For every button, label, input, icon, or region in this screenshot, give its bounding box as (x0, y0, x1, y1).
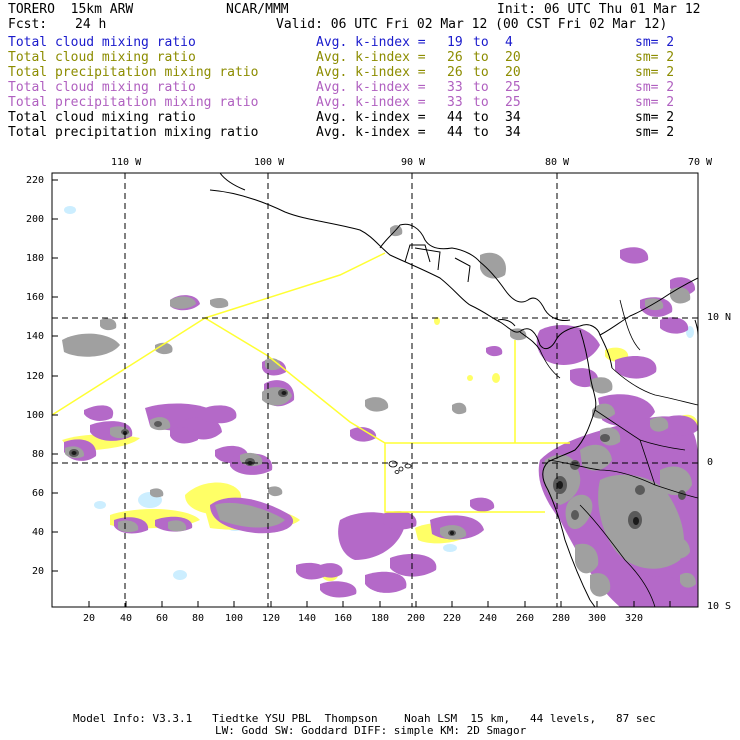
legend-sm: sm= 2 (635, 80, 675, 95)
x-tick: 180 (371, 613, 390, 624)
galapagos-islands (388, 460, 412, 474)
legend-row: Total cloud mixing ratio Avg. k-index = 33… (8, 80, 728, 95)
legend-sm: sm= 2 (635, 35, 675, 50)
lon-label-90w: 90 W (401, 157, 426, 168)
x-tick: 200 (407, 613, 426, 624)
center-name: NCAR/MMM (226, 2, 289, 17)
physics-info-line: LW: Godd SW: Goddard DIFF: simple KM: 2D… (215, 724, 527, 737)
legend-kindex: Avg. k-index = (316, 80, 426, 95)
map-frame (51, 172, 699, 608)
legend-to-word: to (473, 35, 489, 50)
y-tick: 140 (26, 331, 45, 342)
axis-ticks (52, 179, 671, 607)
model-name: TORERO 15km ARW (8, 2, 134, 17)
lon-label-80w: 80 W (545, 157, 570, 168)
legend-kindex: Avg. k-index = (316, 125, 426, 140)
x-tick: 20 (83, 613, 96, 624)
legend-field: Total cloud mixing ratio (8, 35, 196, 50)
legend-sm: sm= 2 (635, 110, 675, 125)
legend-sm: sm= 2 (635, 50, 675, 65)
y-tick: 60 (32, 488, 45, 499)
x-tick: 220 (443, 613, 462, 624)
y-tick: 80 (32, 449, 45, 460)
legend-kindex: Avg. k-index = (316, 110, 426, 125)
country-borders (539, 299, 698, 607)
lat-label-0: 0 (707, 457, 714, 468)
legend-field: Total precipitation mixing ratio (8, 65, 259, 80)
y-tick: 200 (26, 214, 45, 225)
lat-label-10s: 10 S (707, 601, 732, 612)
legend-kindex: Avg. k-index = (316, 95, 426, 110)
x-tick: 280 (552, 613, 571, 624)
valid-time: Valid: 06 UTC Fri 02 Mar 12 (00 CST Fri … (276, 17, 668, 32)
x-tick: 260 (516, 613, 535, 624)
legend-sm: sm= 2 (635, 95, 675, 110)
legend-to-word: to (473, 110, 489, 125)
legend-row: Total cloud mixing ratio Avg. k-index = 26… (8, 50, 728, 65)
legend-field: Total cloud mixing ratio (8, 80, 196, 95)
y-tick: 160 (26, 292, 45, 303)
legend-row: Total precipitation mixing ratio Avg. k-i… (8, 125, 728, 140)
legend-from: 44 (447, 125, 463, 140)
legend-from: 26 (447, 65, 463, 80)
legend-sm: sm= 2 (635, 65, 675, 80)
legend-to: 20 (505, 50, 521, 65)
legend-from: 33 (447, 80, 463, 95)
y-tick: 100 (26, 410, 45, 421)
legend-to: 4 (505, 35, 513, 50)
legend-field: Total precipitation mixing ratio (8, 125, 259, 140)
legend-row: Total cloud mixing ratio Avg. k-index = 19… (8, 35, 728, 50)
y-tick: 220 (26, 175, 45, 186)
y-tick: 40 (32, 527, 45, 538)
x-tick: 160 (334, 613, 353, 624)
x-tick: 320 (625, 613, 644, 624)
legend-to: 20 (505, 65, 521, 80)
model-info-line: Model Info: V3.3.1 Tiedtke YSU PBL Thomp… (73, 712, 656, 725)
legend-to-word: to (473, 65, 489, 80)
x-tick: 40 (120, 613, 133, 624)
lat-lon-grid (52, 173, 698, 607)
legend-from: 19 (447, 35, 463, 50)
lat-label-10n: 10 N (707, 312, 732, 323)
legend-to: 34 (505, 125, 521, 140)
legend-field: Total cloud mixing ratio (8, 50, 196, 65)
legend-from: 44 (447, 110, 463, 125)
lon-label-70w: 70 W (688, 157, 713, 168)
y-tick: 20 (32, 566, 45, 577)
x-tick: 100 (225, 613, 244, 624)
x-tick: 300 (588, 613, 607, 624)
legend-kindex: Avg. k-index = (316, 65, 426, 80)
region-boundaries (52, 252, 570, 513)
legend-to-word: to (473, 80, 489, 95)
legend-to-word: to (473, 95, 489, 110)
y-tick: 120 (26, 371, 45, 382)
x-tick: 140 (298, 613, 317, 624)
legend-to: 34 (505, 110, 521, 125)
x-tick: 240 (479, 613, 498, 624)
legend-kindex: Avg. k-index = (316, 35, 426, 50)
lon-label-110w: 110 W (111, 157, 142, 168)
legend-to: 25 (505, 80, 521, 95)
legend-row: Total cloud mixing ratio Avg. k-index = 44… (8, 110, 728, 125)
legend-to-word: to (473, 50, 489, 65)
legend-kindex: Avg. k-index = (316, 50, 426, 65)
legend-from: 26 (447, 50, 463, 65)
y-tick: 180 (26, 253, 45, 264)
x-tick: 80 (192, 613, 205, 624)
lon-label-100w: 100 W (254, 157, 285, 168)
legend-to-word: to (473, 125, 489, 140)
legend-sm: sm= 2 (635, 125, 675, 140)
forecast-hours: 24 h (75, 17, 107, 32)
legend-field: Total cloud mixing ratio (8, 110, 196, 125)
legend-from: 33 (447, 95, 463, 110)
x-tick: 60 (156, 613, 169, 624)
init-time: Init: 06 UTC Thu 01 Mar 12 (497, 2, 701, 17)
legend-to: 25 (505, 95, 521, 110)
legend-field: Total precipitation mixing ratio (8, 95, 259, 110)
x-tick: 120 (262, 613, 281, 624)
legend-row: Total precipitation mixing ratio Avg. k-i… (8, 95, 728, 110)
legend-row: Total precipitation mixing ratio Avg. k-i… (8, 65, 728, 80)
forecast-label: Fcst: (8, 17, 48, 32)
